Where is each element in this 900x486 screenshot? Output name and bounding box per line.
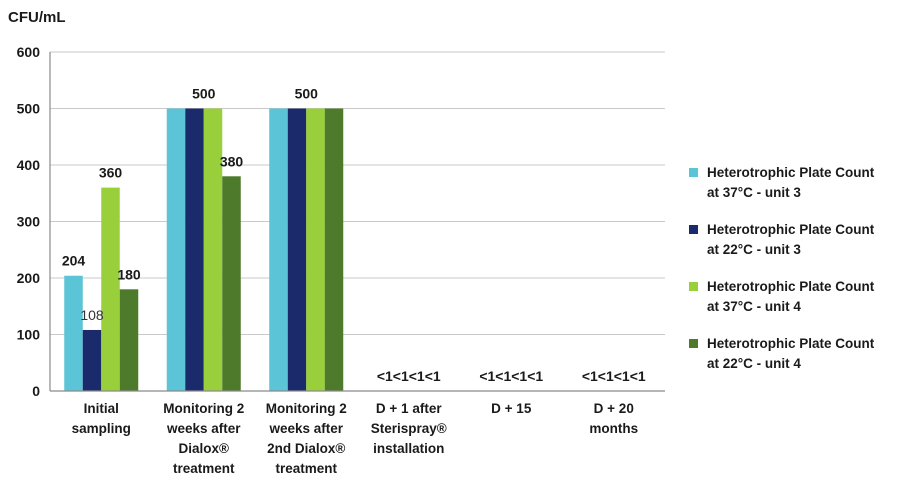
legend-label: Heterotrophic Plate Count at 22°C - unit … xyxy=(707,336,875,371)
data-label: 500 xyxy=(192,86,216,102)
bar xyxy=(119,289,139,391)
x-tick-label: D + 15 xyxy=(491,401,532,416)
bar xyxy=(306,108,325,391)
legend-swatch xyxy=(689,282,698,291)
bar xyxy=(324,108,344,391)
gridlines xyxy=(50,51,665,335)
legend-label: Heterotrophic Plate Count at 37°C - unit … xyxy=(707,165,875,200)
bar xyxy=(82,329,102,391)
bar xyxy=(222,176,241,391)
x-tick-label: Initial sampling xyxy=(72,401,131,436)
y-tick-labels: 0 100 200 300 400 500 600 xyxy=(17,44,41,399)
y-tick-label: 200 xyxy=(17,270,41,286)
x-tick-label: Monitoring 2 weeks after 2nd Dialox® treatm… xyxy=(266,401,347,476)
legend: Heterotrophic Plate Count at 37°C - unit … xyxy=(689,165,875,371)
data-label: 180 xyxy=(117,266,141,282)
x-tick-label: D + 1 after Sterispray® installation xyxy=(371,401,447,456)
legend-swatch xyxy=(689,225,698,234)
bars xyxy=(64,108,344,391)
x-tick-label: Monitoring 2 weeks after Dialox® treatment xyxy=(163,401,244,476)
bar xyxy=(203,108,223,391)
bar xyxy=(166,108,186,391)
legend-swatch xyxy=(689,339,698,348)
y-tick-label: 600 xyxy=(17,44,41,60)
data-label: 380 xyxy=(220,153,244,169)
data-label: 360 xyxy=(99,165,123,181)
data-label: 500 xyxy=(295,86,319,102)
y-axis-label: CFU/mL xyxy=(8,9,66,26)
bar xyxy=(287,108,307,391)
data-label: <1<1<1<1 xyxy=(582,368,646,384)
category-labels: Initial sampling Monitoring 2 weeks after Di… xyxy=(72,401,639,476)
data-label: 204 xyxy=(62,253,86,269)
y-tick-label: 300 xyxy=(17,214,41,230)
data-label: <1<1<1<1 xyxy=(377,368,441,384)
bar xyxy=(269,108,288,391)
legend-label: Heterotrophic Plate Count at 22°C - unit … xyxy=(707,222,875,257)
bar xyxy=(101,187,120,391)
y-tick-label: 500 xyxy=(17,101,41,117)
legend-label: Heterotrophic Plate Count at 37°C - unit … xyxy=(707,279,875,314)
legend-swatch xyxy=(689,168,698,177)
y-tick-label: 400 xyxy=(17,157,41,173)
bar xyxy=(185,108,204,391)
x-tick-label: D + 20 months xyxy=(589,401,638,436)
axes xyxy=(49,52,665,392)
data-label: <1<1<1<1 xyxy=(479,368,543,384)
data-labels: 204 108 360 180 500 380 500 <1<1<1<1 <1<1<1<1 <1<… xyxy=(62,86,646,385)
bar xyxy=(64,275,83,391)
y-tick-label: 100 xyxy=(17,327,41,343)
y-tick-label: 0 xyxy=(32,383,40,399)
data-label: 108 xyxy=(80,307,104,323)
